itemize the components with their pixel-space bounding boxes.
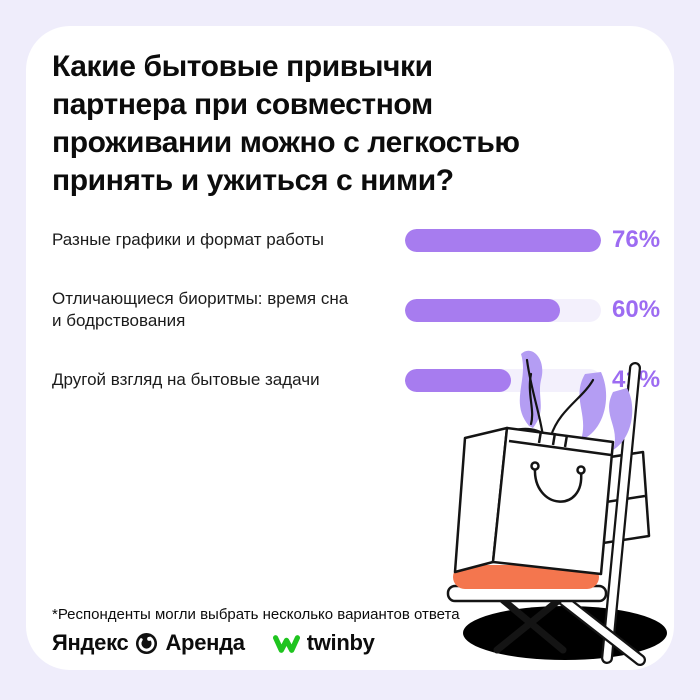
bar-track: [405, 228, 601, 252]
bar-label: Отличающиеся биоритмы: время сна и бодрс…: [52, 289, 349, 330]
bar-fill: [405, 228, 601, 252]
yandex-logo-text: Яндекс: [52, 630, 129, 655]
twinby-logo: twinby: [272, 630, 375, 656]
brand-logos: Яндекс Аренда twinby: [52, 630, 375, 656]
shadow-ellipse: [463, 606, 667, 660]
chair-rear-leg: [601, 362, 641, 664]
bar-track: [405, 298, 601, 322]
shopping-bag: [453, 426, 615, 576]
twinby-butterfly-icon: [272, 634, 300, 653]
bar-fill: [405, 298, 560, 322]
bar-label: Другой взгляд на бытовые задачи: [52, 370, 320, 389]
bar-row: Разные графики и формат работы 76%: [52, 218, 660, 262]
chair-seat: [446, 584, 608, 603]
infographic-card: Какие бытовые привычки партнера при совм…: [26, 26, 674, 670]
yandex-arenda-logo: Яндекс Аренда: [52, 630, 245, 656]
bar-value: 60%: [612, 296, 661, 323]
bar-label: Разные графики и формат работы: [52, 230, 324, 249]
chair-front-leg: [547, 586, 646, 666]
bar-chart: Разные графики и формат работы 76% Отлич…: [52, 218, 660, 402]
footnote: *Респонденты могли выбрать несколько вар…: [52, 606, 460, 623]
bar-fill: [405, 368, 511, 392]
bar-track: [405, 368, 601, 392]
page-title: Какие бытовые привычки партнера при совм…: [52, 50, 520, 197]
chair-x-legs: [493, 596, 567, 654]
bar-row: Другой взгляд на бытовые задачи 41%: [52, 358, 660, 402]
chair-backrest: [523, 450, 651, 556]
arenda-logo-text: Аренда: [165, 630, 245, 655]
bar-row: Отличающиеся биоритмы: время сна и бодрс…: [52, 288, 660, 332]
bar-value: 76%: [612, 226, 661, 253]
bar-value: 41%: [612, 366, 661, 393]
twinby-logo-text: twinby: [306, 630, 375, 655]
seat-cushion: [453, 565, 599, 589]
yandex-arenda-circle-icon: [136, 632, 158, 654]
